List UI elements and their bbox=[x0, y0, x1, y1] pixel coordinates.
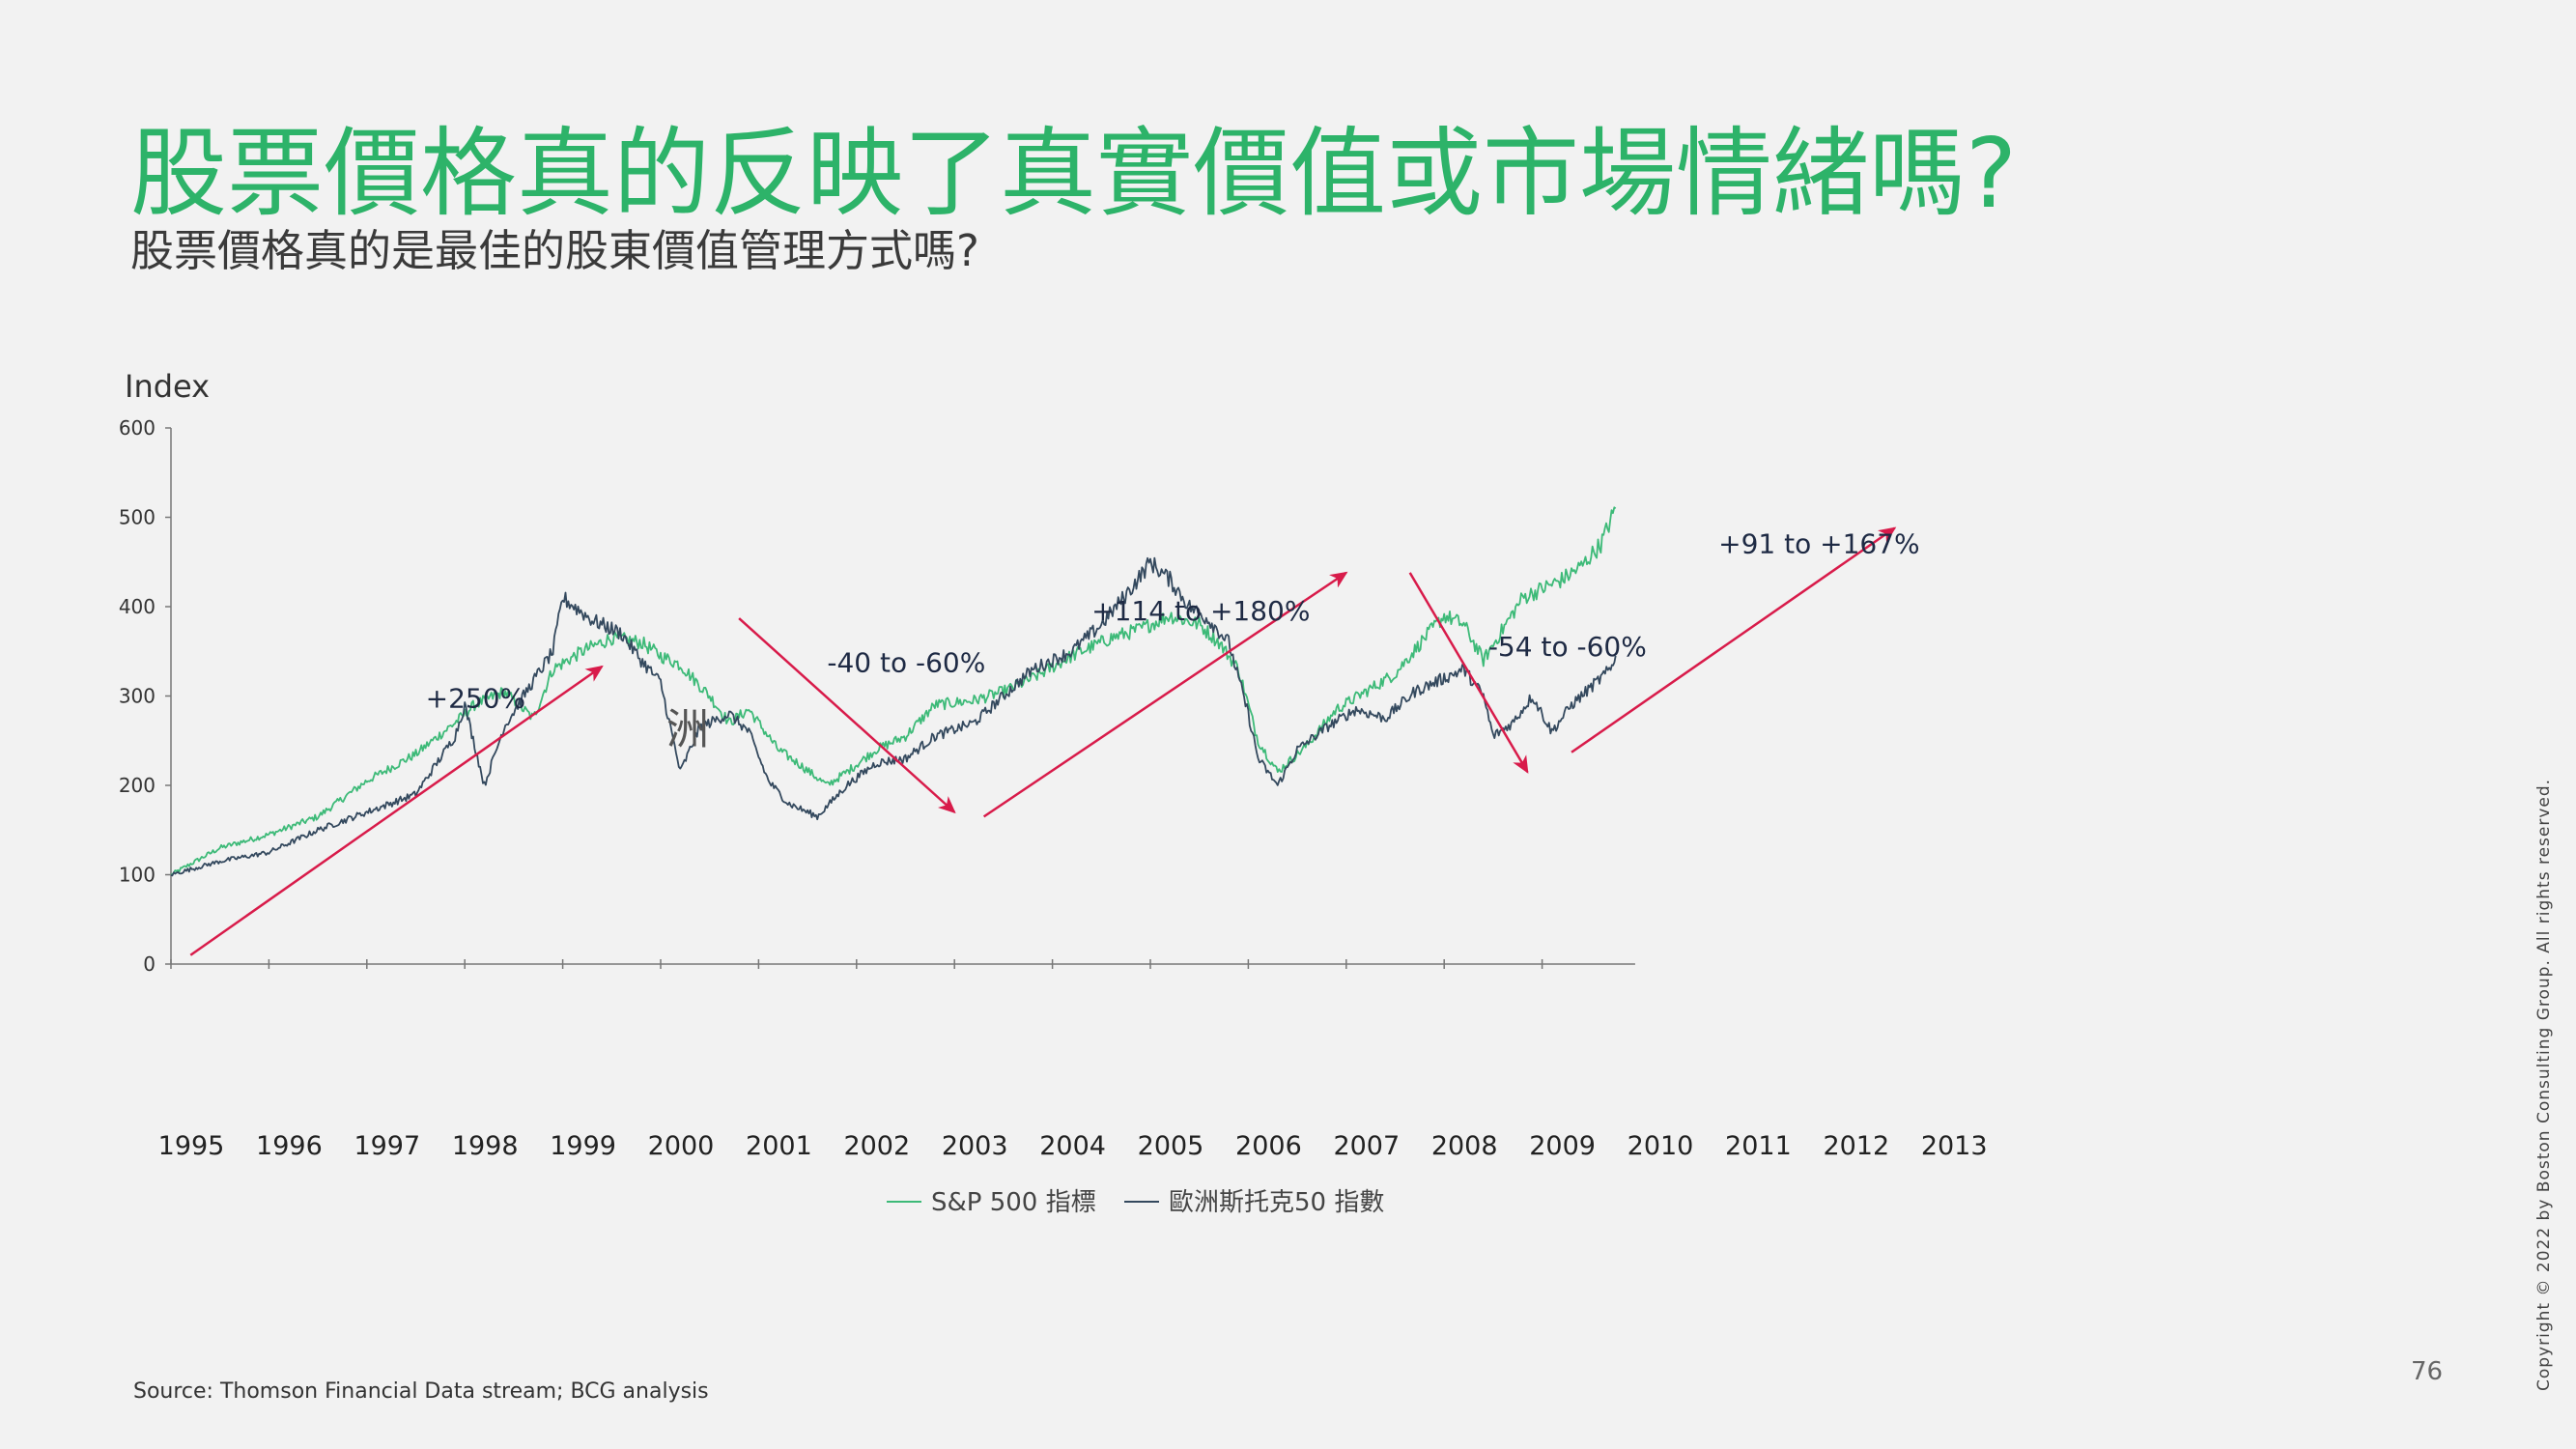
y-tick-label: 600 bbox=[119, 416, 156, 440]
series-layer bbox=[170, 506, 1617, 877]
trend-arrow-0 bbox=[189, 665, 604, 956]
x-tick-label: 2005 bbox=[1138, 1131, 1204, 1161]
x-tick-label: 1999 bbox=[550, 1131, 616, 1161]
ghost-glyph: 洲 bbox=[666, 705, 709, 754]
annotation-1: -40 to -60% bbox=[827, 647, 985, 679]
y-tick-label: 200 bbox=[119, 774, 156, 797]
x-tick-label: 2006 bbox=[1235, 1131, 1302, 1161]
trend-arrow-4 bbox=[1571, 526, 1897, 753]
x-tick-label: 2002 bbox=[843, 1131, 910, 1161]
x-tick-label: 2008 bbox=[1431, 1131, 1498, 1161]
annotation-0: +250% bbox=[426, 683, 526, 715]
x-tick-label: 2009 bbox=[1529, 1131, 1596, 1161]
x-tick-label: 1996 bbox=[256, 1131, 323, 1161]
x-tick-label: 2010 bbox=[1628, 1131, 1694, 1161]
legend-label-0: S&P 500 指標 bbox=[931, 1188, 1096, 1217]
arrow-layer bbox=[189, 526, 1897, 956]
y-tick-label: 500 bbox=[119, 506, 156, 529]
x-tick-label: 1997 bbox=[354, 1131, 420, 1161]
page-number: 76 bbox=[2411, 1357, 2444, 1386]
trend-arrow-2 bbox=[982, 571, 1348, 818]
y-tick-label: 300 bbox=[119, 685, 156, 708]
page-subtitle: 股票價格真的是最佳的股東價值管理方式嗎? bbox=[130, 225, 979, 276]
x-tick-label: 2001 bbox=[746, 1131, 812, 1161]
x-tick-label: 2012 bbox=[1823, 1131, 1889, 1161]
x-tick-label: 2004 bbox=[1039, 1131, 1106, 1161]
annotation-4: +91 to +167% bbox=[1718, 528, 1920, 560]
y-tick-label: 100 bbox=[119, 864, 156, 887]
y-axis-label: Index bbox=[125, 368, 210, 405]
source-note: Source: Thomson Financial Data stream; B… bbox=[133, 1379, 709, 1404]
copyright-note: Copyright © 2022 by Boston Consulting Gr… bbox=[2534, 778, 2554, 1391]
series-line-1 bbox=[170, 556, 1617, 877]
label-layer: +250% -40 to -60% +114 to +180% -54 to -60%… bbox=[426, 528, 1920, 1218]
trend-arrow-1 bbox=[738, 617, 956, 814]
x-tick-label: 2007 bbox=[1333, 1131, 1400, 1161]
chart-axes: Index 0 100 200 300 400 500 600 1995 1996 1997 1998… bbox=[119, 368, 1988, 1161]
x-tick-label: 1995 bbox=[158, 1131, 225, 1161]
x-tick-label: 2000 bbox=[648, 1131, 715, 1161]
x-tick-label: 2011 bbox=[1725, 1131, 1792, 1161]
x-tick-label: 1998 bbox=[452, 1131, 519, 1161]
y-tick-label: 0 bbox=[143, 952, 156, 976]
series-line-0 bbox=[170, 506, 1617, 876]
x-tick-label: 2013 bbox=[1921, 1131, 1988, 1161]
legend-label-1: 歐洲斯托克50 指數 bbox=[1169, 1188, 1384, 1217]
annotation-2: +114 to +180% bbox=[1091, 595, 1310, 627]
trend-arrow-3 bbox=[1408, 572, 1529, 774]
annotation-3: -54 to -60% bbox=[1488, 631, 1647, 663]
x-tick-label: 2003 bbox=[942, 1131, 1008, 1161]
y-tick-label: 400 bbox=[119, 595, 156, 618]
page-title: 股票價格真的反映了真實價值或市場情緒嗎? bbox=[130, 117, 2018, 230]
